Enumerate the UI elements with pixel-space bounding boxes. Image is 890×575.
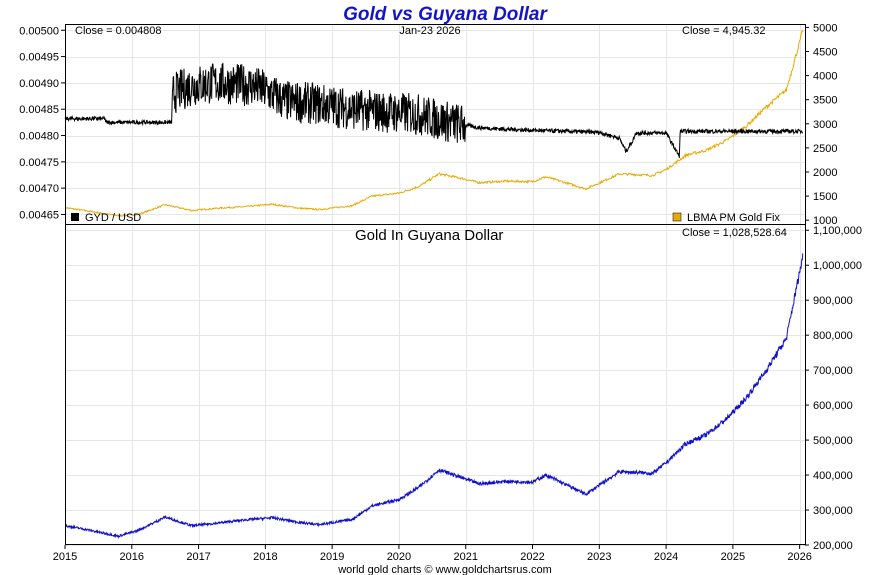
top-right-axis: 1000 1500 2000 2500 3000 3500 4000 4500 5000 xyxy=(805,22,837,227)
top-panel-series xyxy=(64,29,804,218)
top-date: Jan-23 2026 xyxy=(399,25,460,37)
x-tick-label: 2024 xyxy=(654,551,678,563)
top-close-left: Close = 0.004808 xyxy=(75,25,162,37)
x-tick-label: 2023 xyxy=(587,551,611,563)
top-close-right: Close = 4,945.32 xyxy=(682,25,765,37)
top-left-axis: 0.00465 0.00470 0.00475 0.00480 0.00485 0.004… xyxy=(19,25,65,221)
top-right-tick-label: 2500 xyxy=(813,143,837,155)
bottom-right-tick-label: 1,100,000 xyxy=(813,225,862,237)
top-left-tick-label: 0.00490 xyxy=(19,78,59,90)
top-right-tick-label: 2000 xyxy=(813,167,837,179)
x-tick-label: 2017 xyxy=(186,551,210,563)
top-left-tick-label: 0.00485 xyxy=(19,104,59,116)
legend-gold-label: LBMA PM Gold Fix xyxy=(687,212,780,224)
bottom-right-tick-label: 200,000 xyxy=(813,540,853,552)
footer-credit: world gold charts © www.goldchartsrus.co… xyxy=(337,564,552,575)
top-right-tick-label: 3000 xyxy=(813,119,837,131)
bottom-right-tick-label: 400,000 xyxy=(813,470,853,482)
bottom-right-axis: 200,000 300,000 400,000 500,000 600,000 700,0… xyxy=(805,225,862,552)
x-tick-label: 2022 xyxy=(520,551,544,563)
top-right-tick-label: 4500 xyxy=(813,47,837,59)
x-axis: 2015 2016 2017 2018 2019 2020 2021 2022 2023 2024… xyxy=(53,545,812,563)
bottom-right-tick-label: 700,000 xyxy=(813,365,853,377)
x-tick-label: 2026 xyxy=(787,551,811,563)
bottom-right-tick-label: 600,000 xyxy=(813,400,853,412)
bottom-subtitle: Gold In Guyana Dollar xyxy=(355,227,503,244)
bottom-right-tick-label: 300,000 xyxy=(813,505,853,517)
legend-gold-swatch xyxy=(672,212,682,222)
top-left-tick-label: 0.00500 xyxy=(19,25,59,37)
bottom-panel-frame xyxy=(65,224,806,545)
top-right-tick-label: 3500 xyxy=(813,95,837,107)
top-left-tick-label: 0.00480 xyxy=(19,131,59,143)
bottom-panel-series xyxy=(65,253,804,540)
x-tick-label: 2025 xyxy=(721,551,745,563)
chart-title: Gold vs Guyana Dollar xyxy=(343,4,548,25)
x-tick-label: 2020 xyxy=(387,551,411,563)
top-left-tick-label: 0.00465 xyxy=(19,209,59,221)
top-right-tick-label: 4000 xyxy=(813,71,837,83)
bottom-right-tick-label: 500,000 xyxy=(813,435,853,447)
top-right-tick-label: 5000 xyxy=(813,22,837,34)
x-tick-label: 2019 xyxy=(320,551,344,563)
top-left-tick-label: 0.00475 xyxy=(19,157,59,169)
x-tick-label: 2016 xyxy=(120,551,144,563)
gyd-usd-line xyxy=(64,62,804,159)
legend-gyd-label: GYD / USD xyxy=(85,212,141,224)
x-tick-label: 2018 xyxy=(253,551,277,563)
legend-gyd-swatch xyxy=(71,213,79,221)
top-right-tick-label: 1500 xyxy=(813,191,837,203)
bottom-right-tick-label: 900,000 xyxy=(813,295,853,307)
gold-usd-line xyxy=(64,29,804,218)
gold-gyd-line xyxy=(65,253,804,540)
bottom-panel-grid xyxy=(65,225,805,546)
bottom-right-tick-label: 1,000,000 xyxy=(813,260,862,272)
bottom-close-right: Close = 1,028,528.64 xyxy=(682,227,787,239)
top-left-tick-label: 0.00495 xyxy=(19,52,59,64)
x-tick-label: 2021 xyxy=(453,551,477,563)
top-right-tick-label: 1000 xyxy=(813,215,837,227)
x-tick-label: 2015 xyxy=(53,551,77,563)
bottom-right-tick-label: 800,000 xyxy=(813,330,853,342)
top-left-tick-label: 0.00470 xyxy=(19,183,59,195)
